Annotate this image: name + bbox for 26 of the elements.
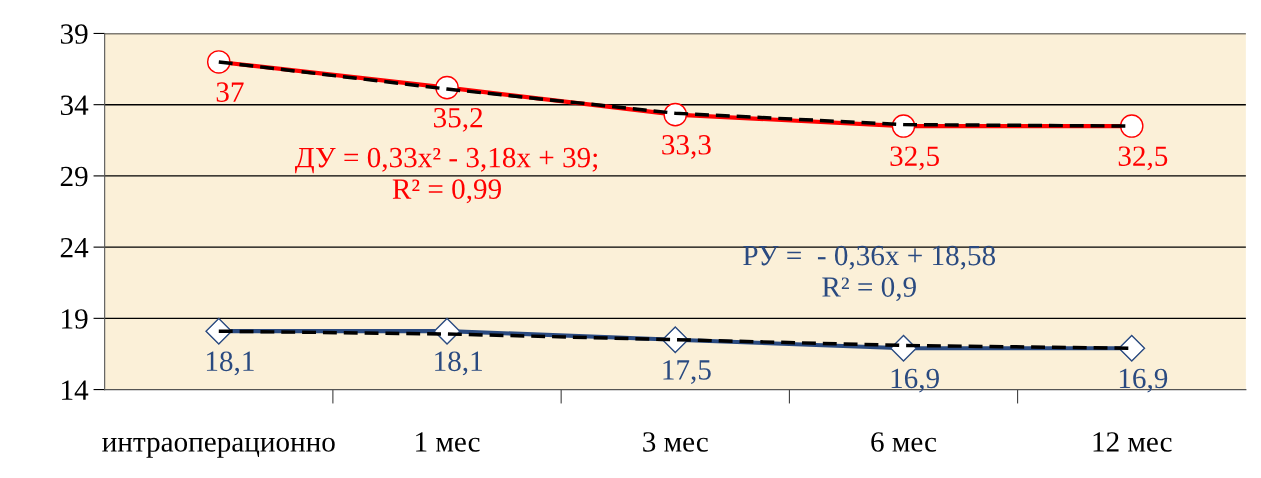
data-label: 33,3 xyxy=(662,135,711,159)
x-tick-label: 1 мес xyxy=(416,432,480,452)
data-label: 37 xyxy=(216,82,244,102)
annotation: ДУ = 0,33x² - 3,18x + 39; R² = 0,99 xyxy=(294,147,598,204)
y-tick-label: 19 xyxy=(62,309,88,329)
data-label: 16,9 xyxy=(891,368,939,393)
y-tick-label: 24 xyxy=(60,237,89,258)
x-tick-label: интраоперационно xyxy=(102,437,335,458)
y-tick-label: 34 xyxy=(60,95,89,116)
data-label: 18,1 xyxy=(206,351,254,376)
x-tick-label: 12 мес xyxy=(1093,432,1172,452)
data-label: 32,5 xyxy=(1118,146,1168,171)
annotation: РУ = - 0,36x + 18,58 R² = 0,9 xyxy=(743,245,996,302)
x-tick-label: 3 мес xyxy=(643,432,708,452)
data-label: 18,1 xyxy=(435,351,482,376)
data-label: 17,5 xyxy=(663,360,711,384)
y-tick-label: 39 xyxy=(60,24,88,44)
y-tick-label: 29 xyxy=(60,166,88,187)
point xyxy=(1119,114,1144,138)
x-tick-label: 6 мес xyxy=(871,432,937,452)
data-label: 16,9 xyxy=(1119,368,1168,393)
data-label: 32,5 xyxy=(890,146,939,171)
data-label: 35,2 xyxy=(434,107,483,132)
point xyxy=(206,50,231,74)
y-tick-label: 14 xyxy=(62,380,89,400)
point xyxy=(1118,334,1146,362)
